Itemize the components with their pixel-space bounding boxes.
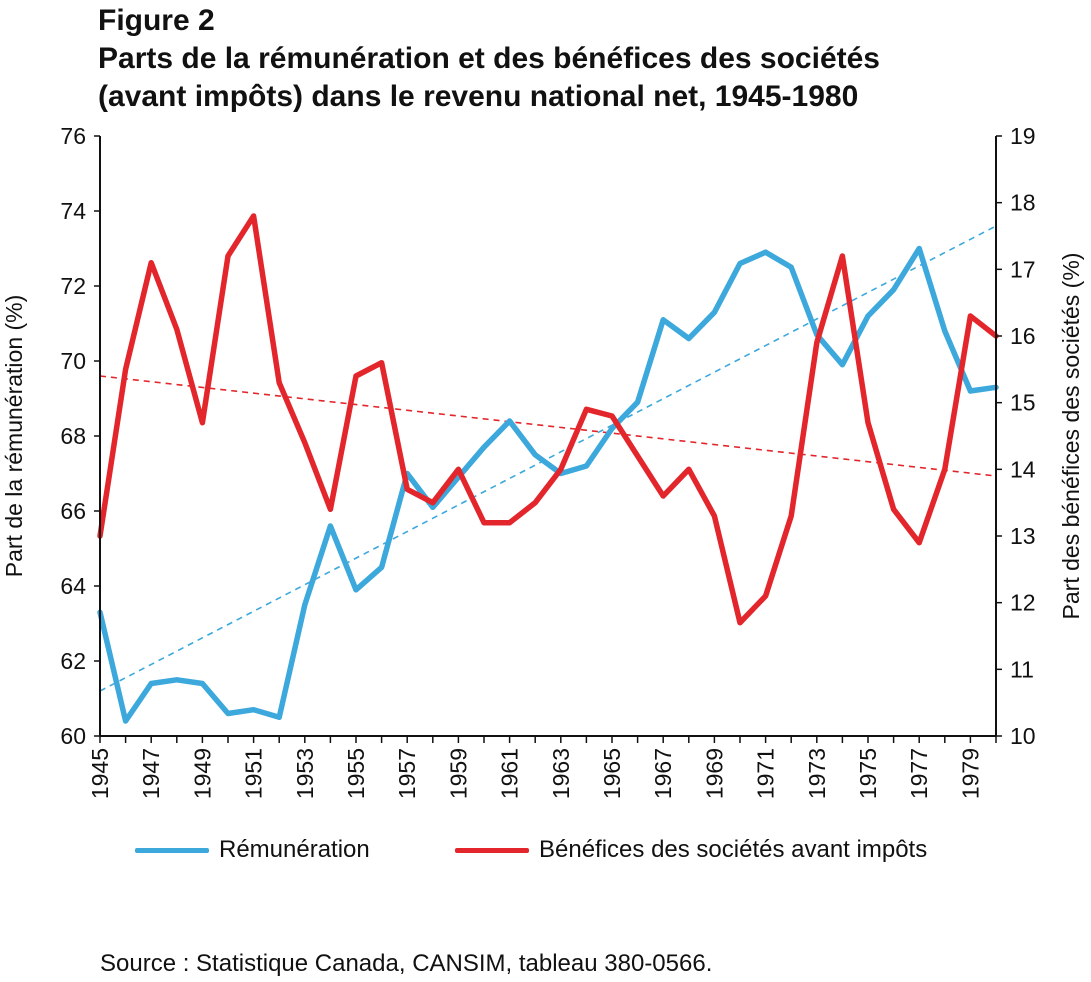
legend-item-benefices: Bénéfices des sociétés avant impôts <box>455 836 927 864</box>
y-right-tick-label: 12 <box>1010 590 1036 616</box>
y-right-tick-label: 10 <box>1010 723 1036 749</box>
figure-title: Figure 2 Parts de la rémunération et des… <box>98 2 880 116</box>
figure-label: Figure 2 <box>98 4 215 37</box>
x-tick-label: 1977 <box>906 748 932 799</box>
y-right-tick-label: 15 <box>1010 390 1036 416</box>
series-line-remuneration <box>97 245 999 724</box>
x-tick-label: 1973 <box>804 748 830 799</box>
y-right-tick-label: 19 <box>1010 123 1036 149</box>
y-axis-left-title: Part de la rémunération (%) <box>1 295 27 578</box>
x-tick-label: 1951 <box>241 748 267 799</box>
figure-title-line-1: Parts de la rémunération et des bénéfice… <box>98 42 880 75</box>
legend-label-benefices: Bénéfices des sociétés avant impôts <box>539 836 928 863</box>
legend-swatch-benefices <box>455 847 529 853</box>
y-right-tick-label: 13 <box>1010 523 1036 549</box>
y-right-tick-label: 18 <box>1010 190 1036 216</box>
y-right-tick-label: 11 <box>1010 656 1034 682</box>
trendline-benefices <box>99 375 997 477</box>
trendlines <box>99 225 997 692</box>
x-tick-label: 1955 <box>343 748 369 799</box>
source-note: Source : Statistique Canada, CANSIM, tab… <box>100 950 713 977</box>
y-left-tick-label: 64 <box>60 573 86 599</box>
y-left-tick-label: 62 <box>60 648 86 674</box>
legend-item-remuneration: Rémunération <box>135 836 370 864</box>
series-lines <box>97 213 999 724</box>
x-tick-label: 1975 <box>855 748 881 799</box>
y-left-tick-label: 60 <box>60 723 86 749</box>
x-tick-label: 1961 <box>497 748 523 799</box>
x-tick-label: 1969 <box>701 748 727 799</box>
legend-swatch-remuneration <box>135 847 209 853</box>
x-tick-label: 1945 <box>87 748 113 799</box>
y-axis-right-title: Part des bénéfices des sociétés (%) <box>1058 253 1084 620</box>
y-left-tick-label: 70 <box>60 348 86 374</box>
trendline-remuneration <box>99 225 997 692</box>
y-right-tick-label: 16 <box>1010 323 1036 349</box>
y-right-tick-label: 14 <box>1010 456 1036 482</box>
y-right-tick-label: 17 <box>1010 256 1036 282</box>
x-tick-label: 1953 <box>292 748 318 799</box>
y-left-tick-label: 72 <box>60 273 86 299</box>
figure-title-line-2: (avant impôts) dans le revenu national n… <box>98 80 859 113</box>
y-left-tick-label: 68 <box>60 423 86 449</box>
x-tick-label: 1965 <box>599 748 625 799</box>
x-tick-label: 1949 <box>189 748 215 799</box>
axes: 60 62 64 66 68 70 72 74 76 10 11 12 13 14 15 16 17 18 19 19… <box>60 123 1035 799</box>
x-tick-label: 1979 <box>957 748 983 799</box>
legend: Rémunération Bénéfices des sociétés avan… <box>0 836 1091 870</box>
x-tick-label: 1967 <box>650 748 676 799</box>
series-line-benefices <box>97 213 999 626</box>
x-tick-label: 1959 <box>445 748 471 799</box>
x-tick-label: 1957 <box>394 748 420 799</box>
x-tick-label: 1971 <box>753 748 779 799</box>
x-tick-label: 1963 <box>548 748 574 799</box>
y-left-tick-label: 66 <box>60 498 86 524</box>
legend-label-remuneration: Rémunération <box>219 836 370 863</box>
x-tick-label: 1947 <box>138 748 164 799</box>
y-left-tick-label: 76 <box>60 123 86 149</box>
y-left-tick-label: 74 <box>60 198 86 224</box>
